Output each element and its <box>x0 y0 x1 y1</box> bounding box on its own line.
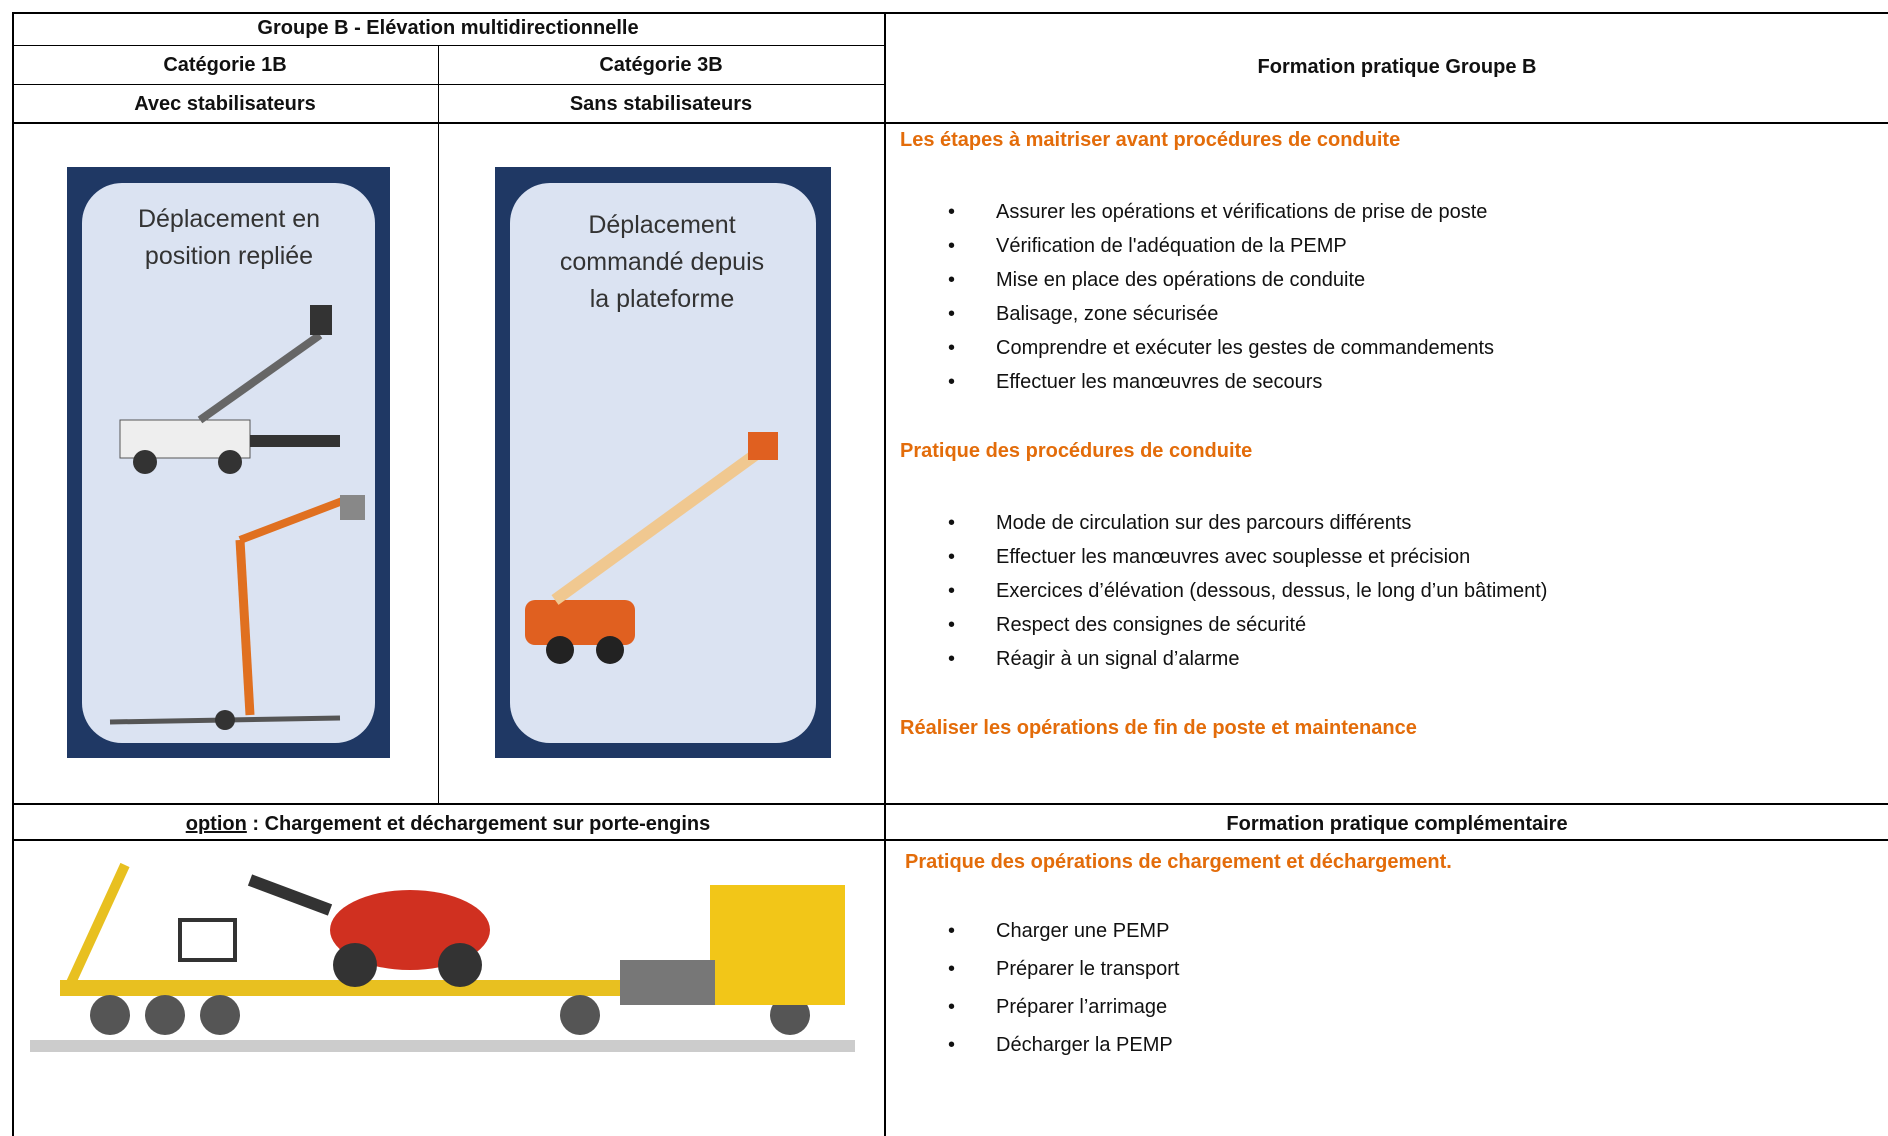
list-item: Mise en place des opérations de conduite <box>996 269 1366 291</box>
option-row: option : Chargement et déchargement sur … <box>186 812 711 836</box>
transport-truck <box>30 862 855 1052</box>
list-item: Effectuer les manœuvres de secours <box>996 371 1323 393</box>
border <box>12 12 14 1136</box>
image-caption: Déplacement <box>588 211 736 239</box>
border <box>884 12 886 1136</box>
bullet: • <box>948 337 956 359</box>
list-item: Exercices d’élévation (dessous, dessus, … <box>996 580 1548 602</box>
option-label: option <box>185 813 247 835</box>
list-item: Balisage, zone sécurisée <box>996 303 1219 325</box>
bullet: • <box>948 1034 956 1056</box>
bullet: • <box>948 371 956 393</box>
section-title: Pratique des procédures de conduite <box>900 440 1253 462</box>
bullet: • <box>948 546 956 568</box>
list-item: Réagir à un signal d’alarme <box>996 648 1240 670</box>
border <box>12 122 1888 124</box>
bullet: • <box>948 958 956 980</box>
border <box>12 45 885 46</box>
image-caption: Déplacement en <box>137 205 321 233</box>
category: Catégorie 1B <box>163 54 287 76</box>
border <box>12 84 885 85</box>
subcategory: Avec stabilisateurs <box>134 93 316 115</box>
image-caption: la plateforme <box>589 285 735 313</box>
bullet: • <box>948 580 956 602</box>
list-item: Charger une PEMP <box>996 920 1170 942</box>
section-title: Les étapes à maitriser avant procédures … <box>900 129 1401 151</box>
truck-lift <box>119 305 340 474</box>
section-title: Réaliser les opérations de fin de poste … <box>900 717 1417 739</box>
bullet: • <box>948 269 956 291</box>
list-item: Respect des consignes de sécurité <box>996 614 1307 636</box>
image-caption: position repliée <box>144 242 314 270</box>
list-item: Comprendre et exécuter les gestes de com… <box>996 337 1495 359</box>
border <box>12 803 1888 805</box>
border <box>12 839 1888 841</box>
column-title: Formation pratique complémentaire <box>1226 813 1568 835</box>
border <box>438 45 439 804</box>
bullet: • <box>948 920 956 942</box>
telescopic-lift <box>525 432 778 664</box>
bullet: • <box>948 303 956 325</box>
list-item: Décharger la PEMP <box>996 1034 1173 1056</box>
bullet: • <box>948 614 956 636</box>
column-title: Formation pratique Groupe B <box>1257 56 1537 78</box>
bullet: • <box>948 648 956 670</box>
bullet: • <box>948 201 956 223</box>
bullet: • <box>948 235 956 257</box>
group-title: Groupe B - Elévation multidirectionnelle <box>257 17 639 39</box>
trailer-lift <box>109 495 365 730</box>
list-item: Préparer le transport <box>996 958 1180 980</box>
category: Catégorie 3B <box>599 54 723 76</box>
bullet: • <box>948 512 956 534</box>
subcategory: Sans stabilisateurs <box>569 93 753 115</box>
border <box>12 12 1888 14</box>
list-item: Assurer les opérations et vérifications … <box>996 201 1488 223</box>
list-item: Mode de circulation sur des parcours dif… <box>996 512 1412 534</box>
list-item: Préparer l’arrimage <box>996 996 1168 1018</box>
option-text: : Chargement et déchargement sur porte-e… <box>252 813 711 835</box>
image-caption: commandé depuis <box>559 248 765 276</box>
list-item: Effectuer les manœuvres avec souplesse e… <box>996 546 1471 568</box>
bullet: • <box>948 996 956 1018</box>
list-item: Vérification de l'adéquation de la PEMP <box>996 235 1347 257</box>
section-title: Pratique des opérations de chargement et… <box>905 851 1452 873</box>
